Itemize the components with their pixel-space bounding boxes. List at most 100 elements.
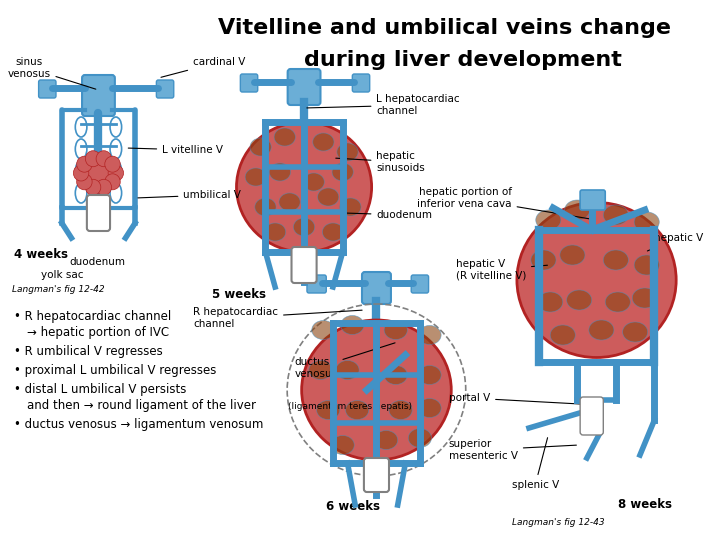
Text: umbilical V: umbilical V <box>138 190 241 200</box>
Circle shape <box>76 156 92 172</box>
Circle shape <box>86 151 101 167</box>
Ellipse shape <box>634 255 660 275</box>
Ellipse shape <box>336 361 359 380</box>
Ellipse shape <box>323 223 343 241</box>
Ellipse shape <box>318 188 339 206</box>
Text: 5 weeks: 5 weeks <box>212 288 266 301</box>
Text: (ligamentum teres hepatis): (ligamentum teres hepatis) <box>288 402 412 411</box>
Ellipse shape <box>279 193 300 211</box>
FancyBboxPatch shape <box>580 397 603 435</box>
Text: duodenum: duodenum <box>70 257 125 267</box>
FancyBboxPatch shape <box>580 190 606 210</box>
Circle shape <box>105 174 120 190</box>
Text: ductus
venosus: ductus venosus <box>294 343 395 379</box>
Ellipse shape <box>564 200 590 220</box>
Text: splenic V: splenic V <box>512 438 559 490</box>
Ellipse shape <box>246 168 266 186</box>
Text: cardinal V: cardinal V <box>161 57 246 77</box>
Ellipse shape <box>332 163 354 181</box>
Text: Langman's fig 12-42: Langman's fig 12-42 <box>12 285 104 294</box>
Text: • proximal L umbilical V regresses: • proximal L umbilical V regresses <box>14 364 216 377</box>
Text: Vitelline and umbilical veins change: Vitelline and umbilical veins change <box>217 18 670 38</box>
Ellipse shape <box>274 128 295 146</box>
Ellipse shape <box>418 326 441 345</box>
Ellipse shape <box>384 321 408 340</box>
Ellipse shape <box>269 163 291 181</box>
FancyBboxPatch shape <box>352 74 369 92</box>
Text: L vitelline V: L vitelline V <box>128 145 223 155</box>
FancyBboxPatch shape <box>87 195 110 231</box>
Text: → hepatic portion of IVC: → hepatic portion of IVC <box>27 326 169 339</box>
Circle shape <box>76 174 92 190</box>
Ellipse shape <box>374 430 397 449</box>
Text: yolk sac: yolk sac <box>40 270 83 280</box>
FancyBboxPatch shape <box>82 75 115 116</box>
Circle shape <box>105 156 120 172</box>
Ellipse shape <box>603 205 629 225</box>
Ellipse shape <box>550 325 575 345</box>
FancyBboxPatch shape <box>156 80 174 98</box>
Ellipse shape <box>589 320 614 340</box>
FancyBboxPatch shape <box>292 247 317 283</box>
Ellipse shape <box>517 202 676 357</box>
Ellipse shape <box>255 198 276 216</box>
Ellipse shape <box>317 401 340 420</box>
Text: R hepatocardiac
channel: R hepatocardiac channel <box>193 307 362 329</box>
Text: and then → round ligament of the liver: and then → round ligament of the liver <box>27 399 256 412</box>
Ellipse shape <box>538 292 563 312</box>
Text: hepatic V
(R vitelline V): hepatic V (R vitelline V) <box>456 259 547 281</box>
Ellipse shape <box>567 290 592 310</box>
Text: portal V: portal V <box>449 393 595 405</box>
Ellipse shape <box>346 401 369 420</box>
FancyBboxPatch shape <box>364 458 389 492</box>
Circle shape <box>73 165 89 181</box>
Circle shape <box>108 165 124 181</box>
Ellipse shape <box>309 361 332 380</box>
Ellipse shape <box>302 320 451 460</box>
Text: • ductus venosus → ligamentum venosum: • ductus venosus → ligamentum venosum <box>14 418 263 431</box>
Ellipse shape <box>384 366 408 384</box>
Ellipse shape <box>77 154 120 192</box>
Ellipse shape <box>294 218 315 236</box>
Ellipse shape <box>632 288 657 308</box>
Circle shape <box>86 179 101 195</box>
Ellipse shape <box>408 429 431 448</box>
Ellipse shape <box>418 399 441 417</box>
Ellipse shape <box>389 401 412 420</box>
Ellipse shape <box>606 292 630 312</box>
FancyBboxPatch shape <box>240 74 258 92</box>
Ellipse shape <box>418 366 441 384</box>
Text: 6 weeks: 6 weeks <box>326 500 380 513</box>
Ellipse shape <box>236 122 372 252</box>
Text: hepatic V: hepatic V <box>647 233 703 251</box>
FancyBboxPatch shape <box>288 69 320 105</box>
Ellipse shape <box>264 223 286 241</box>
Ellipse shape <box>341 315 364 334</box>
Text: 4 weeks: 4 weeks <box>14 248 68 261</box>
Ellipse shape <box>536 210 561 230</box>
FancyBboxPatch shape <box>362 272 391 304</box>
Text: duodenum: duodenum <box>317 210 433 220</box>
Ellipse shape <box>337 143 358 161</box>
Circle shape <box>96 179 112 195</box>
Text: • R hepatocardiac channel: • R hepatocardiac channel <box>14 310 171 323</box>
Text: 8 weeks: 8 weeks <box>618 498 672 511</box>
Text: L hepatocardiac
channel: L hepatocardiac channel <box>307 94 460 116</box>
FancyBboxPatch shape <box>39 80 56 98</box>
Ellipse shape <box>331 435 354 455</box>
Text: hepatic
sinusoids: hepatic sinusoids <box>336 151 426 173</box>
Text: Langman's fig 12-43: Langman's fig 12-43 <box>512 518 604 527</box>
Ellipse shape <box>250 138 271 156</box>
Ellipse shape <box>531 250 556 270</box>
Text: during liver development: during liver development <box>305 50 622 70</box>
Ellipse shape <box>623 322 648 342</box>
FancyBboxPatch shape <box>307 275 326 293</box>
Circle shape <box>96 151 112 167</box>
Ellipse shape <box>340 198 361 216</box>
Ellipse shape <box>560 245 585 265</box>
Ellipse shape <box>312 133 334 151</box>
Text: • R umbilical V regresses: • R umbilical V regresses <box>14 345 162 358</box>
Text: sinus
venosus: sinus venosus <box>7 57 96 89</box>
FancyBboxPatch shape <box>411 275 428 293</box>
Ellipse shape <box>634 212 660 232</box>
